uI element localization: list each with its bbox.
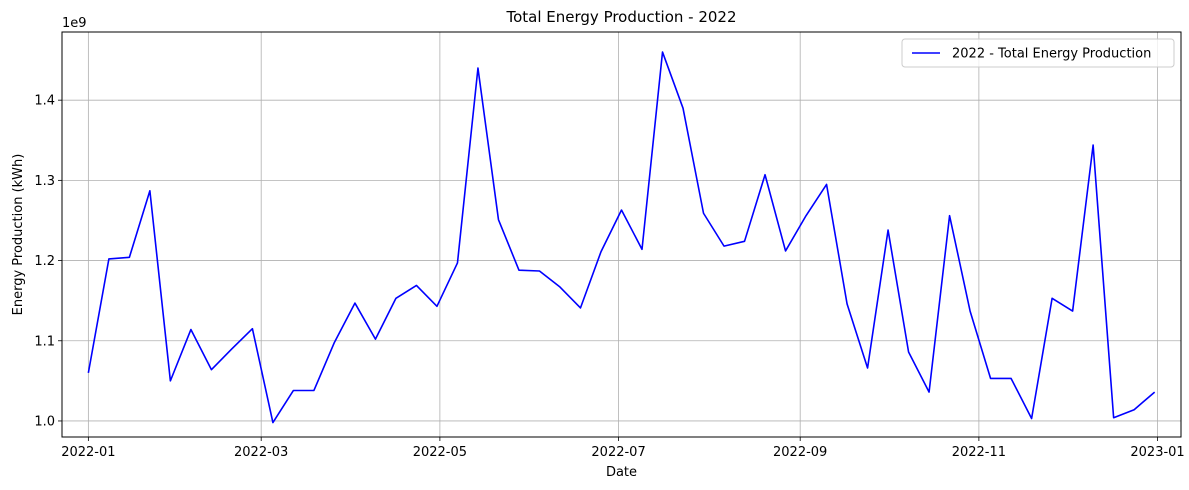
- series-line: [87, 51, 1156, 424]
- x-axis-label: Date: [606, 465, 637, 480]
- y-tick-label: 1.0: [34, 414, 55, 429]
- legend-entry: 2022 - Total Energy Production: [952, 47, 1151, 62]
- x-axis: 2022-01 2022-03 2022-05 2022-07 2022-09 2022-…: [61, 437, 1185, 460]
- y-tick-label: 1.1: [34, 334, 55, 349]
- plot-frame: [61, 31, 1182, 438]
- x-tick-label: 2022-03: [234, 445, 288, 460]
- y-axis-offset-label: 1e9: [62, 16, 87, 31]
- legend: 2022 - Total Energy Production: [901, 38, 1175, 68]
- y-tick-label: 1.4: [34, 94, 55, 109]
- x-tick-label: 2022-09: [773, 445, 827, 460]
- x-tick-label: 2023-01: [1130, 445, 1184, 460]
- chart-title: Total Energy Production - 2022: [505, 8, 736, 26]
- y-tick-label: 1.2: [34, 254, 55, 269]
- legend-box: [901, 38, 1175, 68]
- x-tick-label: 2022-01: [61, 445, 115, 460]
- x-tick-label: 2022-05: [413, 445, 467, 460]
- x-tick-label: 2022-07: [591, 445, 645, 460]
- y-axis-label: Energy Production (kWh): [11, 154, 26, 316]
- y-axis: 1.0 1.1 1.2 1.3 1.4: [34, 94, 62, 429]
- y-tick-label: 1.3: [34, 174, 55, 189]
- grid: [62, 32, 1181, 437]
- x-tick-label: 2022-11: [952, 445, 1006, 460]
